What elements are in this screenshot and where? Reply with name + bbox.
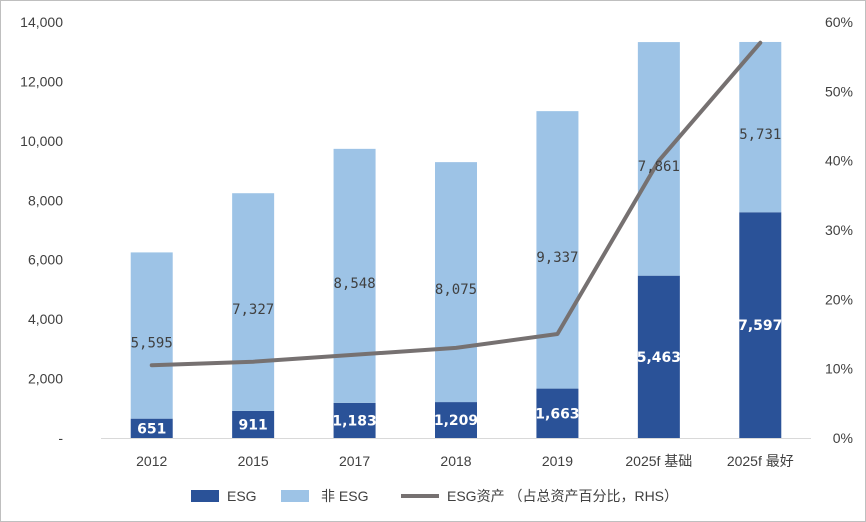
y-tick-label: - xyxy=(58,430,63,446)
data-label-non-esg: 5,731 xyxy=(739,127,781,143)
y-tick-label: 12,000 xyxy=(20,73,63,89)
bar-non-esg xyxy=(739,41,782,213)
bar-esg xyxy=(536,388,579,438)
y-tick-label: 10,000 xyxy=(20,133,63,149)
data-label-non-esg: 7,327 xyxy=(232,302,274,318)
legend-swatch-non-esg xyxy=(281,490,309,502)
data-label-esg: 7,597 xyxy=(738,318,782,334)
legend-label-esg: ESG xyxy=(227,488,257,504)
data-label-esg: 1,209 xyxy=(434,413,478,429)
x-tick-label: 2025f 基础 xyxy=(625,453,692,469)
y-tick-label: 8,000 xyxy=(28,192,63,208)
left-axis-ticks: - 2,000 4,000 6,000 8,000 10,000 12,000 14,000 xyxy=(20,14,63,446)
line-series xyxy=(149,40,763,368)
bars xyxy=(130,41,782,438)
y-tick-label: 6,000 xyxy=(28,252,63,268)
category-labels: 2012 2015 2017 2018 2019 2025f 基础 2025f 最好 xyxy=(136,453,794,469)
bar-esg xyxy=(637,275,680,438)
bar-esg xyxy=(739,212,782,438)
data-label-esg: 651 xyxy=(137,421,166,437)
line-esg-share xyxy=(149,40,763,368)
x-tick-label: 2025f 最好 xyxy=(727,453,794,469)
bar-non-esg xyxy=(232,193,275,411)
data-label-esg: 1,183 xyxy=(332,413,376,429)
x-tick-label: 2017 xyxy=(339,453,370,469)
bar-data-labels: 651 5,595 911 7,327 1,183 8,548 1,209 8,075 1,66… xyxy=(131,127,783,437)
data-label-esg: 1,663 xyxy=(535,406,579,422)
data-label-esg: 911 xyxy=(239,417,268,433)
bar-esg xyxy=(232,410,275,438)
data-label-non-esg: 9,337 xyxy=(536,250,578,266)
bar-non-esg xyxy=(536,111,579,389)
legend: ESG 非 ESG ESG资产 （占总资产百分比，RHS） xyxy=(191,488,678,504)
y2-tick-label: 0% xyxy=(833,430,853,446)
y-tick-label: 4,000 xyxy=(28,311,63,327)
x-tick-label: 2019 xyxy=(542,453,573,469)
x-tick-label: 2015 xyxy=(238,453,269,469)
right-axis-ticks: 0% 10% 20% 30% 40% 50% 60% xyxy=(825,14,853,446)
x-tick-label: 2018 xyxy=(440,453,471,469)
legend-label-non-esg: 非 ESG xyxy=(321,488,368,504)
y2-tick-label: 10% xyxy=(825,361,853,377)
data-label-esg: 5,463 xyxy=(637,350,681,366)
legend-swatch-esg xyxy=(191,490,219,502)
y2-tick-label: 60% xyxy=(825,14,853,30)
bar-non-esg xyxy=(435,162,477,403)
y2-tick-label: 30% xyxy=(825,222,853,238)
data-label-non-esg: 7,861 xyxy=(638,159,680,175)
data-label-non-esg: 8,075 xyxy=(435,282,477,298)
y-tick-label: 2,000 xyxy=(28,371,63,387)
data-label-non-esg: 5,595 xyxy=(131,336,173,352)
bar-non-esg xyxy=(130,252,173,419)
bar-esg xyxy=(130,418,173,438)
y2-tick-label: 40% xyxy=(825,153,853,169)
bar-esg xyxy=(333,402,376,438)
x-tick-label: 2012 xyxy=(136,453,167,469)
y2-tick-label: 20% xyxy=(825,291,853,307)
data-label-non-esg: 8,548 xyxy=(333,276,375,292)
bar-esg xyxy=(435,402,477,438)
y-tick-label: 14,000 xyxy=(20,14,63,30)
y2-tick-label: 50% xyxy=(825,83,853,99)
bar-non-esg xyxy=(333,148,376,403)
legend-label-line: ESG资产 （占总资产百分比，RHS） xyxy=(447,488,678,504)
